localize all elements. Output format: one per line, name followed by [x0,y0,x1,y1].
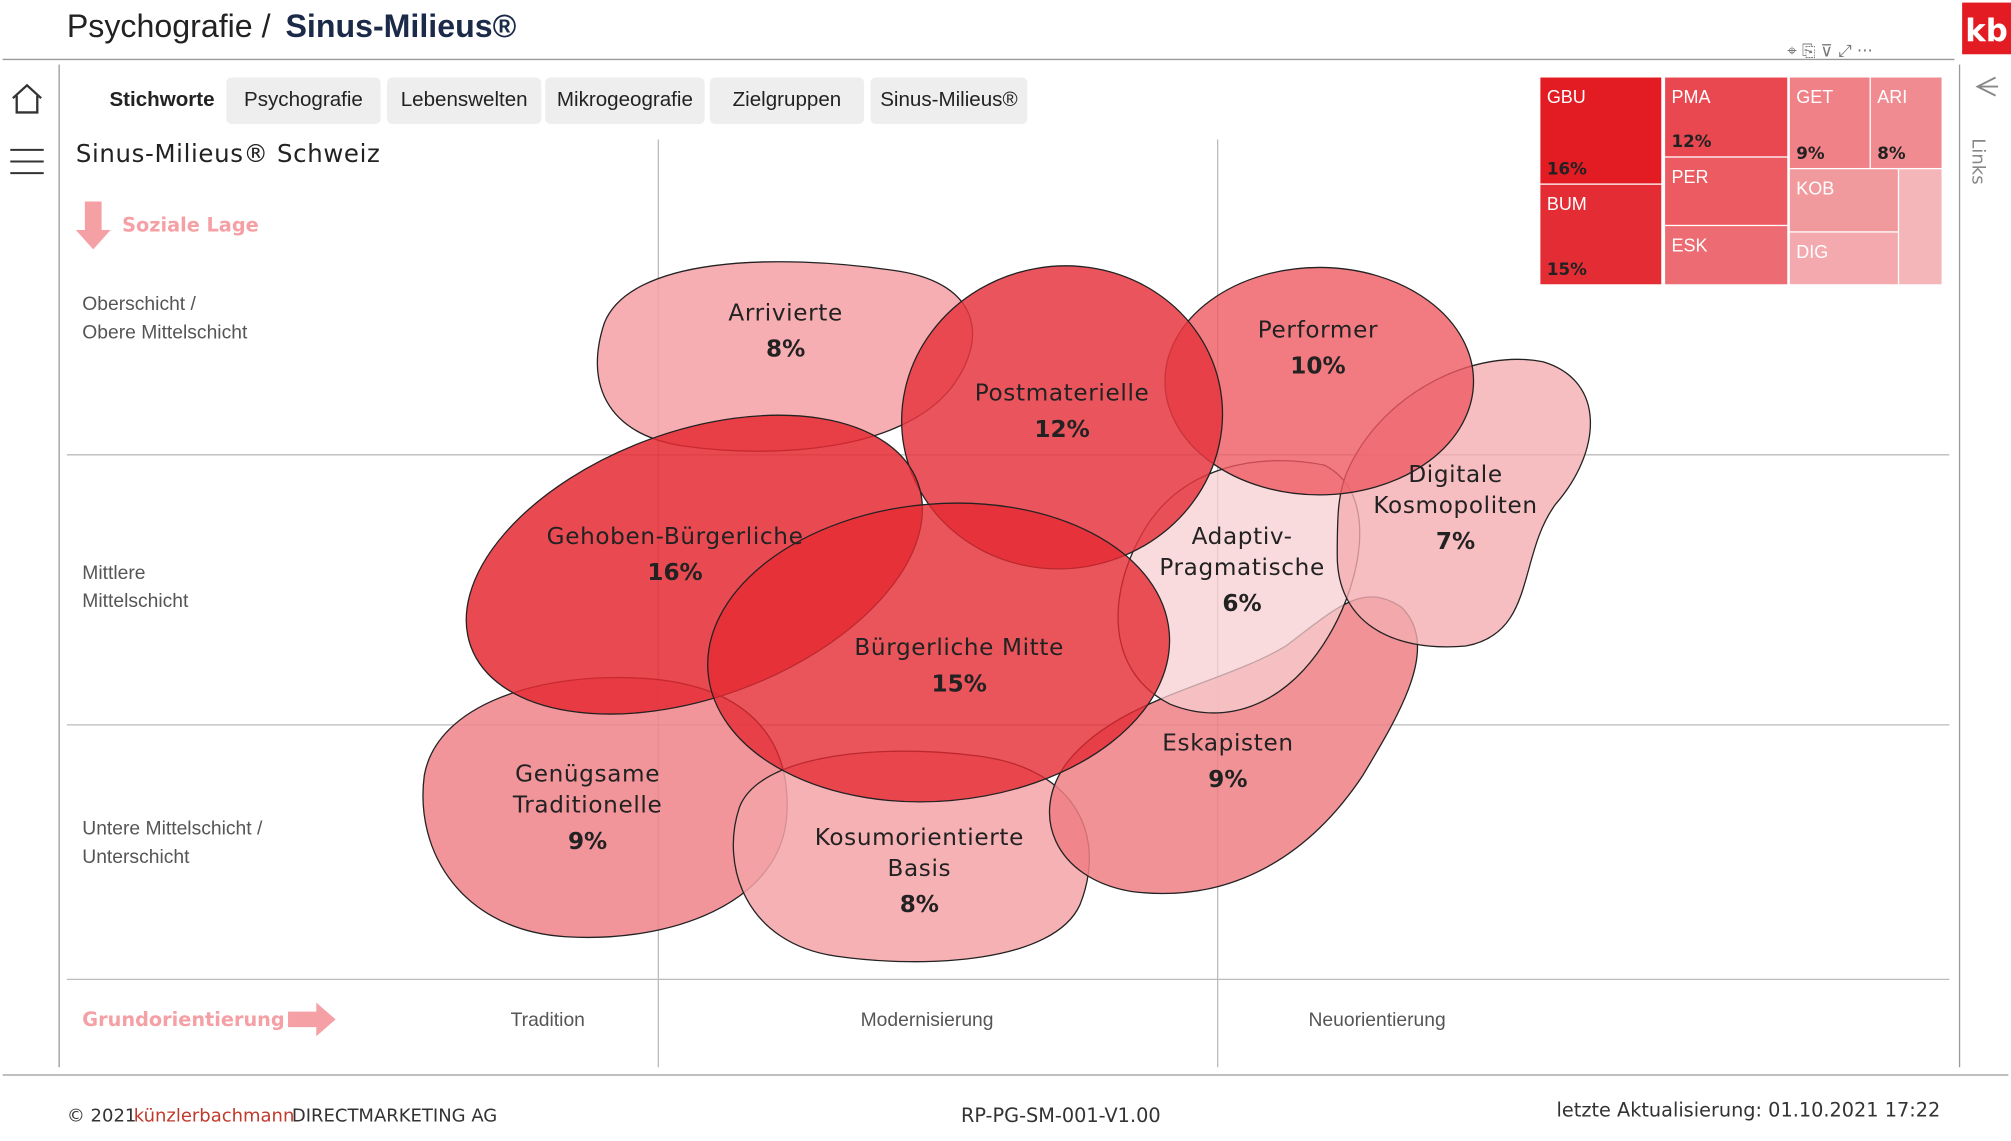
tab[interactable]: Lebenswelten [401,88,528,111]
right-arrow [288,1002,336,1037]
milieu-share: 10% [1290,352,1345,379]
tab-bg[interactable] [387,77,542,125]
treemap-code: PER [1672,167,1709,187]
milieu-share: 8% [766,336,805,363]
tab-bg[interactable] [545,77,705,125]
updated: letzte Aktualisierung: 01.10.2021 17:22 [1557,1099,1941,1122]
tab-bg[interactable] [709,77,865,125]
milieu-name: Gehoben-Bürgerliche [547,523,804,550]
milieu-name: Traditionelle [512,792,663,819]
visual-toolbar[interactable]: ⌖ ⎘ ⊽ ⤢ ··· [1787,41,1873,61]
report-id: RP-PG-SM-001-V1.00 [961,1104,1161,1127]
title-main: Sinus-Milieus® [285,8,516,44]
tab[interactable]: Mikrogeografie [557,88,693,111]
tab[interactable]: Sinus-Milieus® [880,88,1017,111]
column-label: Neuorientierung [1308,1010,1445,1031]
treemap-cell[interactable] [1665,226,1788,285]
map-title: Sinus-Milieus® Schweiz [76,139,381,168]
milieu-name: Adaptiv- [1192,523,1293,550]
milieu-name: Postmaterielle [975,380,1150,407]
company: künzlerbachmann [134,1105,295,1126]
row-label: Mittelschicht [82,591,189,612]
milieu-share: 12% [1034,416,1089,443]
treemap-cell[interactable] [1789,232,1898,285]
treemap-share: 12% [1672,131,1712,151]
row-label: Obere Mittelschicht [82,322,248,343]
treemap-code: GET [1796,87,1833,107]
home-icon[interactable] [12,83,42,114]
shape-buergerliche-mitte[interactable] [695,484,1182,821]
treemap-cell[interactable] [1665,157,1788,225]
treemap-share: 16% [1547,158,1587,178]
treemap-cell[interactable] [1899,169,1942,285]
logo: kb [1965,13,2008,49]
row-label: Unterschicht [82,847,190,868]
milieu-name: Digitale [1408,461,1502,488]
milieu-share: 15% [932,670,987,697]
logo-bg [1962,2,2011,55]
treemap-code: ESK [1672,236,1708,256]
treemap-code: KOB [1796,179,1834,199]
treemap-code: PMA [1672,87,1711,107]
side-panel-label[interactable]: Links [1968,138,1989,184]
milieu-name: Basis [887,855,951,882]
treemap-cell[interactable] [1540,77,1662,184]
milieu-name: Performer [1258,316,1378,343]
tab-bg[interactable] [226,77,381,125]
milieu-shapes [422,261,1592,963]
treemap-cell[interactable] [1665,77,1788,157]
milieu-share: 8% [900,891,939,918]
company-suffix: DIRECTMARKETING AG [292,1105,497,1126]
tab[interactable]: Zielgruppen [733,88,842,111]
milieu-share: 7% [1436,528,1475,555]
title-prefix: Psychografie / [67,8,271,44]
treemap-code: GBU [1547,87,1586,107]
milieu-name: Bürgerliche Mitte [854,634,1064,661]
milieu-name: Genügsame [515,761,660,788]
treemap-share: 15% [1547,259,1587,279]
treemap-code: DIG [1796,242,1828,262]
row-label: Oberschicht / [82,294,196,315]
x-axis-label: Grundorientierung [82,1008,284,1031]
tab[interactable]: Psychografie [244,88,363,111]
down-arrow [75,201,111,250]
milieu-name: Kosumorientierte [815,824,1024,851]
milieu-share: 9% [568,828,607,855]
treemap-cell[interactable] [1789,169,1898,232]
tab[interactable]: Stichworte [109,88,214,111]
milieu-share: 6% [1222,590,1261,617]
tab-bg[interactable] [870,77,1028,125]
treemap-cell[interactable] [1870,77,1942,168]
treemap-cell[interactable] [1789,77,1870,168]
treemap-code: ARI [1877,87,1907,107]
milieu-share: 16% [647,559,702,586]
copyright: © 2021 [67,1105,136,1126]
milieu-name: Eskapisten [1162,730,1293,757]
milieu-name: Kosmopoliten [1373,492,1537,519]
y-axis-label: Soziale Lage [122,214,259,237]
column-label: Modernisierung [861,1010,994,1031]
menu-icon[interactable] [10,148,44,175]
milieu-name: Arrivierte [728,299,842,326]
row-label: Untere Mittelschicht / [82,819,263,840]
back-arrow[interactable] [1975,76,1999,97]
treemap-share: 8% [1877,143,1906,163]
milieu-name: Pragmatische [1159,554,1324,581]
milieu-share: 9% [1208,766,1247,793]
treemap-code: BUM [1547,194,1587,214]
treemap-cell[interactable] [1540,184,1662,285]
column-label: Tradition [511,1010,585,1031]
row-label: Mittlere [82,563,145,584]
treemap-share: 9% [1796,143,1825,163]
